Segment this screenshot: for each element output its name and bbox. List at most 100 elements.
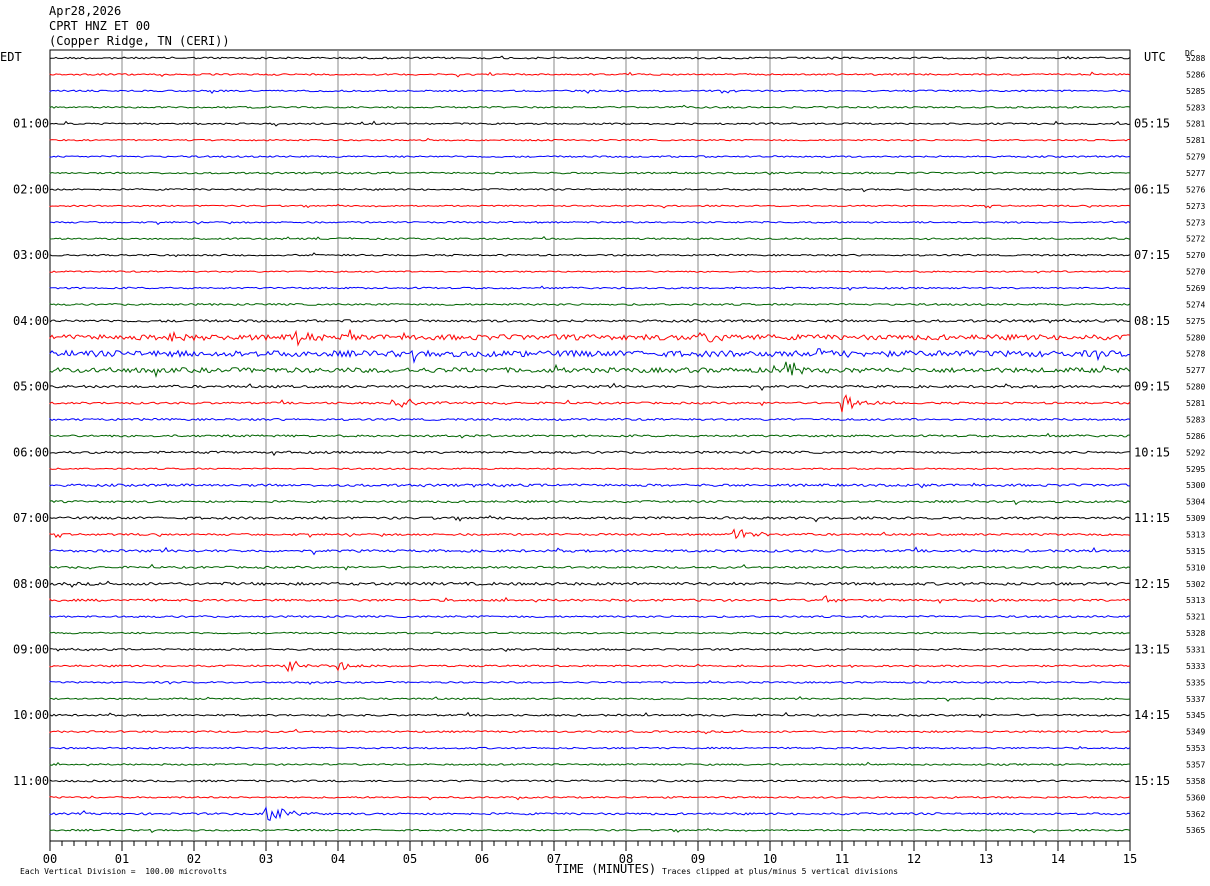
right-hour-label: 14:15 [1134,708,1170,722]
dc-value-label: 5335 [1186,678,1205,687]
trace-46 [49,806,1131,821]
dc-value-label: 5304 [1186,498,1205,507]
right-hour-label: 12:15 [1134,577,1170,591]
dc-value-label: 5310 [1186,563,1205,572]
left-hour-label: 01:00 [13,117,49,131]
trace-22 [49,417,1131,422]
trace-14 [49,285,1131,291]
trace-47 [49,828,1131,834]
dc-value-label: 5280 [1186,333,1205,342]
trace-25 [49,467,1131,470]
dc-value-label: 5270 [1186,268,1205,277]
trace-4 [49,120,1131,127]
left-hour-label: 06:00 [13,445,49,459]
trace-13 [49,270,1131,274]
dc-value-label: 5274 [1186,300,1205,309]
trace-10 [50,220,1131,226]
dc-value-label: 5345 [1186,711,1205,720]
dc-value-label: 5331 [1186,645,1205,654]
left-hour-label: 08:00 [13,577,49,591]
dc-value-label: 5286 [1186,70,1205,79]
dc-value-label: 5283 [1186,103,1205,112]
trace-6 [49,155,1131,159]
dc-value-label: 5302 [1186,580,1205,589]
dc-value-label: 5357 [1186,760,1205,769]
dc-value-label: 5281 [1186,399,1205,408]
dc-value-label: 5286 [1186,432,1205,441]
dc-value-label: 5349 [1186,728,1205,737]
left-hour-label: 03:00 [13,248,49,262]
x-tick-label: 00 [43,852,57,866]
trace-5 [49,137,1130,142]
trace-23 [49,432,1130,439]
header-location: (Copper Ridge, TN (CERI)) [49,34,230,48]
dc-value-label: 5283 [1186,415,1205,424]
header-date: Apr28,2026 [49,4,122,18]
left-timezone-label: EDT [0,50,22,64]
trace-21 [49,394,1131,413]
x-tick-label: 07 [547,852,561,866]
trace-39 [49,695,1131,702]
trace-19 [49,361,1131,378]
dc-value-label: 5269 [1186,284,1205,293]
trace-7 [49,171,1131,176]
right-hour-label: 15:15 [1134,774,1170,788]
dc-value-label: 5333 [1186,662,1205,671]
scale-note: Each Vertical Division = 100.00 microvol… [20,867,228,876]
trace-26 [49,482,1130,489]
trace-9 [49,203,1131,209]
left-hour-label: 07:00 [13,511,49,525]
dc-value-label: 5353 [1186,744,1205,753]
trace-27 [49,499,1131,506]
right-hour-label: 13:15 [1134,642,1170,656]
left-hour-label: 09:00 [13,642,49,656]
x-tick-label: 13 [979,852,993,866]
dc-value-label: 5365 [1186,826,1205,835]
trace-33 [49,595,1131,604]
dc-value-label: 5273 [1186,202,1205,211]
trace-16 [49,318,1131,324]
dc-value-label: 5277 [1186,169,1205,178]
x-tick-label: 08 [619,852,633,866]
dc-value-label: 5295 [1186,465,1205,474]
trace-30 [49,546,1131,556]
dc-value-label: 5300 [1186,481,1205,490]
dc-value-label: 5278 [1186,350,1205,359]
dc-value-label: 5362 [1186,810,1205,819]
x-tick-label: 11 [835,852,849,866]
dc-value-label: 5280 [1186,383,1205,392]
plot-frame [49,49,1131,842]
trace-12 [49,252,1131,258]
dc-value-label: 5328 [1186,629,1205,638]
x-tick-label: 01 [115,852,129,866]
trace-8 [49,188,1131,193]
dc-value-label: 5315 [1186,547,1205,556]
trace-37 [49,660,1131,673]
trace-45 [49,795,1131,801]
dc-value-label: 5273 [1186,218,1205,227]
dc-value-label: 5277 [1186,366,1205,375]
trace-41 [49,728,1131,735]
xaxis-title: TIME (MINUTES) [555,862,657,876]
dc-value-label: 5281 [1186,136,1205,145]
trace-34 [49,614,1131,619]
trace-42 [49,745,1131,750]
trace-1 [49,71,1131,78]
trace-31 [49,563,1131,571]
right-hour-label: 10:15 [1134,445,1170,459]
left-hour-label: 04:00 [13,314,49,328]
right-hour-label: 05:15 [1134,117,1170,131]
trace-40 [49,711,1131,719]
x-tick-label: 12 [907,852,921,866]
dc-value-label: 5292 [1186,448,1205,457]
trace-20 [49,382,1131,392]
dc-header-label: DC [1185,49,1195,58]
trace-43 [49,761,1131,767]
trace-2 [49,89,1131,95]
trace-35 [49,631,1131,635]
dc-value-label: 5360 [1186,793,1205,802]
header-station: CPRT HNZ ET 00 [49,19,151,33]
x-tick-label: 06 [475,852,489,866]
dc-value-label: 5313 [1186,530,1205,539]
